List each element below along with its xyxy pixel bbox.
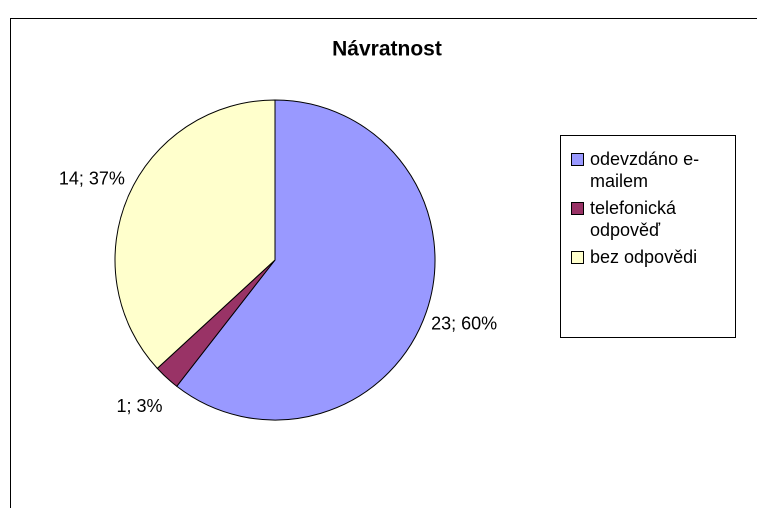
legend-label: bez odpovědi: [590, 247, 698, 267]
legend-item: bez odpovědi: [571, 246, 729, 268]
legend-label: odevzdáno e-mailem: [590, 149, 700, 191]
legend-item: odevzdáno e-mailem: [571, 148, 729, 192]
legend-swatch: [571, 251, 584, 264]
legend-label: telefonická odpověď: [590, 198, 677, 240]
legend-swatch: [571, 202, 584, 215]
data-label: 1; 3%: [117, 396, 163, 416]
legend: odevzdáno e-mailem telefonická odpověď bez…: [560, 135, 736, 338]
pie-slice: [176, 99, 436, 421]
legend-item: telefonická odpověď: [571, 197, 729, 241]
legend-swatch: [571, 153, 584, 166]
data-label: 14; 37%: [59, 168, 125, 188]
data-label: 23; 60%: [431, 314, 497, 334]
chart-title: Návratnost: [332, 38, 442, 61]
pie-slice: [114, 99, 276, 370]
